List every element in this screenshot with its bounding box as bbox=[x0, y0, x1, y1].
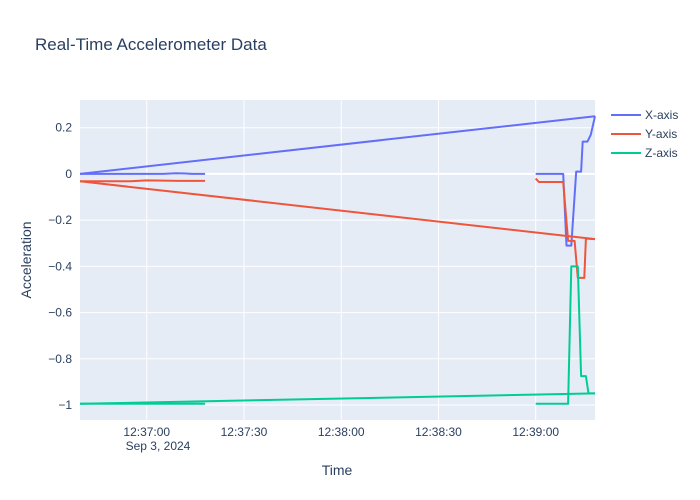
y-tick-label: −0.8 bbox=[48, 352, 72, 366]
series-line bbox=[79, 392, 596, 405]
series-layer bbox=[79, 115, 596, 405]
legend-label: X-axis bbox=[645, 108, 678, 122]
series-line bbox=[80, 172, 206, 175]
x-tick-label: 12:37:00 bbox=[123, 425, 170, 439]
chart-title: Real-Time Accelerometer Data bbox=[35, 35, 267, 54]
series-x-axis bbox=[79, 115, 596, 247]
x-date-label: Sep 3, 2024 bbox=[126, 439, 191, 453]
y-tick-label: −1 bbox=[58, 398, 72, 412]
y-tick-labels: 0.2 0 −0.2 −0.4 −0.6 −0.8 −1 bbox=[48, 121, 72, 412]
legend: X-axis Y-axis Z-axis bbox=[611, 108, 678, 160]
x-tick-labels: 12:37:00 12:37:30 12:38:00 12:38:30 12:39:00 bbox=[123, 425, 559, 439]
gridlines bbox=[80, 100, 595, 420]
series-line bbox=[79, 115, 596, 175]
series-line bbox=[79, 180, 596, 241]
x-tick-label: 12:38:00 bbox=[318, 425, 365, 439]
y-tick-label: −0.4 bbox=[48, 259, 72, 273]
legend-item[interactable]: X-axis bbox=[611, 108, 678, 122]
series-line bbox=[535, 265, 595, 405]
plot-background bbox=[80, 100, 595, 420]
x-tick-label: 12:37:30 bbox=[221, 425, 268, 439]
y-tick-label: −0.6 bbox=[48, 306, 72, 320]
series-z-axis bbox=[79, 265, 596, 405]
legend-label: Z-axis bbox=[645, 146, 678, 160]
series-line bbox=[534, 177, 596, 279]
legend-item[interactable]: Z-axis bbox=[611, 146, 678, 160]
y-tick-label: −0.2 bbox=[48, 213, 72, 227]
y-tick-label: 0.2 bbox=[55, 121, 72, 135]
y-axis-title: Acceleration bbox=[18, 221, 34, 298]
legend-item[interactable]: Y-axis bbox=[611, 127, 677, 141]
series-line bbox=[80, 179, 206, 183]
x-tick-label: 12:38:30 bbox=[415, 425, 462, 439]
series-line bbox=[535, 115, 596, 247]
series-y-axis bbox=[79, 177, 596, 279]
x-axis-title: Time bbox=[322, 462, 353, 478]
y-tick-label: 0 bbox=[65, 167, 72, 181]
x-tick-label: 12:39:00 bbox=[512, 425, 559, 439]
legend-label: Y-axis bbox=[645, 127, 677, 141]
